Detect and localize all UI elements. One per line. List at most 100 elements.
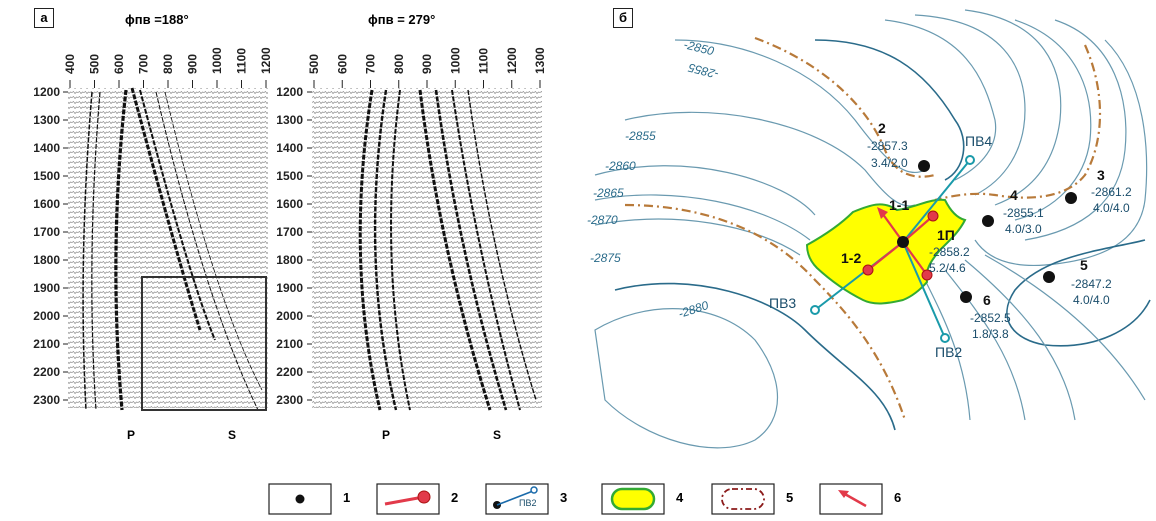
point-1-2 [862,264,874,276]
source-marker-pv4 [965,155,975,165]
well-labels: 2 -2857.3 3.4/2.0 3 -2861.2 4.0/4.0 4 -2… [867,120,1132,341]
seismic-event [164,91,263,391]
well-4-ratio: 4.0/3.0 [1005,222,1042,236]
y-axis-left-tick-label: 1900 [33,281,60,295]
legend-box-3 [485,483,549,515]
y-axis-left-tick-label: 1300 [33,113,60,127]
seismic-event [418,89,492,411]
x-axis-left-tick-label: 400 [63,54,77,74]
well-3-depth: -2861.2 [1091,185,1132,199]
well-5-depth: -2847.2 [1071,277,1112,291]
x-axis-right-tick-label: 1000 [448,47,462,74]
well-marker-5 [1043,271,1055,283]
source-label-pv3: ПВ3 [769,295,796,311]
x-axis-right-tick-label: 900 [420,54,434,74]
contour-label-2860: -2860 [605,159,636,173]
legend-well-icon [295,494,305,504]
wave-label-p-left: P [127,428,136,442]
legend-num-5: 5 [786,490,794,505]
well-6-depth: -2852.5 [970,311,1011,325]
y-axis-left-tick-label: 1800 [33,253,60,267]
legend-num-6: 6 [894,490,902,505]
arrow-head [877,207,888,219]
y-axis-left-tick-label: 2000 [33,309,60,323]
contour-line [984,254,1146,401]
contour-line [914,14,1026,196]
y-axis-left: 1200 1300 1400 1500 1600 1700 1800 1900 2000 2100… [33,85,68,407]
well-marker-3 [1065,192,1077,204]
x-axis-right-tick-label: 800 [392,54,406,74]
contour-line [594,308,779,449]
legend-arrow-icon [842,491,867,508]
legend-red-point-icon [417,490,431,504]
legend-zone-icon [610,487,656,511]
legend-source-icon [530,486,538,494]
x-axis-right-tick-label: 600 [335,54,349,74]
source-marker-pv3 [810,305,820,315]
contour-line [974,39,1148,267]
contour-line [594,218,801,256]
seismogram-svg: 400 500 600 700 800 900 1000 1100 1200 500 600 700… [33,47,547,411]
x-axis-right: 500 600 700 800 900 1000 1100 1200 1300 [307,47,547,88]
well-3-num: 3 [1097,167,1105,183]
y-axis-left-tick-label: 1500 [33,169,60,183]
well-5-ratio: 4.0/4.0 [1073,293,1110,307]
y-axis-right-tick-label: 2100 [276,337,303,351]
well-2-num: 2 [878,120,886,136]
contour-line [964,9,1062,206]
contour-line [964,259,1076,421]
y-axis-right-tick-label: 2300 [276,393,303,407]
profile-line-pv2 [902,241,946,339]
well-1p-ratio: 5.2/4.6 [929,261,966,275]
legend-svg [268,483,883,515]
source-label-pv4: ПВ4 [965,133,992,149]
contour-label-2870: -2870 [587,213,618,227]
contour-line [1024,19,1127,241]
left-seismogram-title: ϕпв =188° [125,12,189,27]
legend-arrow-head-icon [838,490,849,498]
x-axis-left-tick-label: 800 [161,54,175,74]
seismogram-right-area [312,88,542,408]
contour-line [944,269,1026,421]
y-axis-left-tick-label: 2300 [33,393,60,407]
contour-line [1006,239,1151,347]
source-label-pv2: ПВ2 [935,344,962,360]
well-5-num: 5 [1080,257,1088,273]
y-axis-left-tick-label: 1600 [33,197,60,211]
well-6-num: 6 [983,292,991,308]
contour-line [814,39,965,181]
y-axis-right-tick-label: 1700 [276,225,303,239]
x-axis-right-tick-label: 500 [307,54,321,74]
panel-a: а 400 500 600 700 800 900 1000 1100 1200 500 600 7… [0,0,560,460]
source-marker-pv2 [940,333,950,343]
x-axis-left-tick-label: 1000 [210,47,224,74]
x-axis-left-tick-label: 500 [88,54,102,74]
fault-lines [624,36,1102,421]
seismic-event [358,89,382,411]
legend: 1 2 3 ПВ2 4 5 6 [0,480,1156,521]
contour-line [594,165,816,216]
x-axis-left: 400 500 600 700 800 900 1000 1100 1200 [63,47,273,88]
well-6-ratio: 1.8/3.8 [972,327,1009,341]
legend-pv2-sublabel: ПВ2 [519,498,537,508]
well-1p-depth: -2858.2 [929,245,970,259]
y-axis-left-tick-label: 1200 [33,85,60,99]
x-axis-left-tick-label: 1100 [235,48,249,74]
panel-b: б [585,0,1156,460]
legend-num-2: 2 [451,490,459,505]
seismic-event [114,89,128,411]
well-2-depth: -2857.3 [867,139,908,153]
contour-label-2880: -2880 [677,298,711,321]
x-axis-right-tick-label: 1100 [477,48,491,74]
y-axis-right-tick-label: 2000 [276,309,303,323]
seismic-event [467,89,537,401]
point-label-1-1: 1-1 [889,197,909,213]
map-svg: -2850 -2855 -2855 -2860 -2865 -2870 -287… [587,9,1151,449]
well-3-ratio: 4.0/4.0 [1093,201,1130,215]
legend-num-3: 3 [560,490,568,505]
seismic-events [82,87,537,411]
y-axis-right-tick-label: 1800 [276,253,303,267]
legend-box-1 [268,483,332,515]
profile-line-pv4 [902,159,971,243]
y-axis-right-tick-label: 1600 [276,197,303,211]
